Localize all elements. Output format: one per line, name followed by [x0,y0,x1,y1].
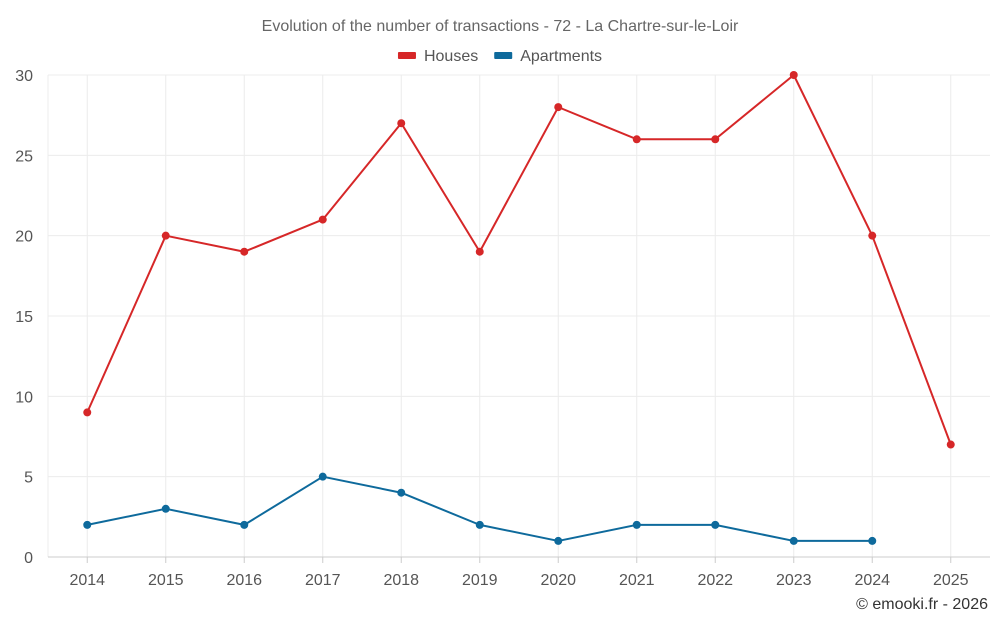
x-tick-label: 2020 [540,572,576,589]
houses-point[interactable] [161,231,170,240]
y-tick-label: 20 [15,229,33,246]
legend-label: Apartments [520,48,602,65]
houses-point[interactable] [554,103,563,112]
apartments-point[interactable] [711,520,720,529]
x-tick-label: 2018 [383,572,419,589]
x-tick-label: 2024 [854,572,890,589]
houses-point[interactable] [789,71,798,79]
houses-point[interactable] [83,408,92,417]
legend-swatch [397,52,416,59]
y-tick-label: 10 [15,389,33,406]
legend-item-apartments[interactable]: Apartments [494,48,602,65]
legend-label: Houses [424,48,478,65]
x-tick-label: 2015 [148,572,184,589]
x-tick-label: 2014 [69,572,105,589]
x-tick-label: 2019 [462,572,498,589]
apartments-point[interactable] [475,520,484,529]
x-tick-label: 2025 [933,572,969,589]
apartments-point[interactable] [318,472,327,481]
apartments-point[interactable] [632,520,641,529]
legend[interactable]: Houses Apartments [397,48,602,65]
grid [48,74,990,557]
houses-line [86,74,952,445]
legend-item-houses[interactable]: Houses [397,48,478,65]
apartments-point[interactable] [554,536,563,545]
houses-point[interactable] [711,135,720,144]
series-houses[interactable] [83,71,955,449]
houses-point[interactable] [240,247,249,256]
series-apartments[interactable] [83,472,877,545]
houses-point[interactable] [475,247,484,256]
y-tick-label: 5 [24,470,33,487]
houses-point[interactable] [632,135,641,144]
chart-title: Evolution of the number of transactions … [262,18,739,35]
apartments-point[interactable] [83,520,92,529]
houses-point[interactable] [318,215,327,224]
y-tick-label: 25 [15,148,33,165]
credit-text: © emooki.fr - 2026 [856,596,988,613]
apartments-point[interactable] [240,520,249,529]
y-tick-label: 15 [15,309,33,326]
series-layer [83,71,955,545]
houses-point[interactable] [946,440,955,449]
houses-point[interactable] [397,119,406,128]
y-tick-label: 0 [24,550,33,567]
houses-point[interactable] [868,231,877,240]
x-tick-label: 2022 [697,572,733,589]
x-tick-label: 2016 [226,572,262,589]
apartments-point[interactable] [789,536,798,545]
x-tick-label: 2023 [776,572,812,589]
x-tick-label: 2017 [305,572,341,589]
legend-swatch [494,52,513,59]
y-tick-label: 30 [15,68,33,85]
x-tick-label: 2021 [619,572,655,589]
apartments-point[interactable] [161,504,170,513]
apartments-point[interactable] [397,488,406,497]
apartments-point[interactable] [868,536,877,545]
